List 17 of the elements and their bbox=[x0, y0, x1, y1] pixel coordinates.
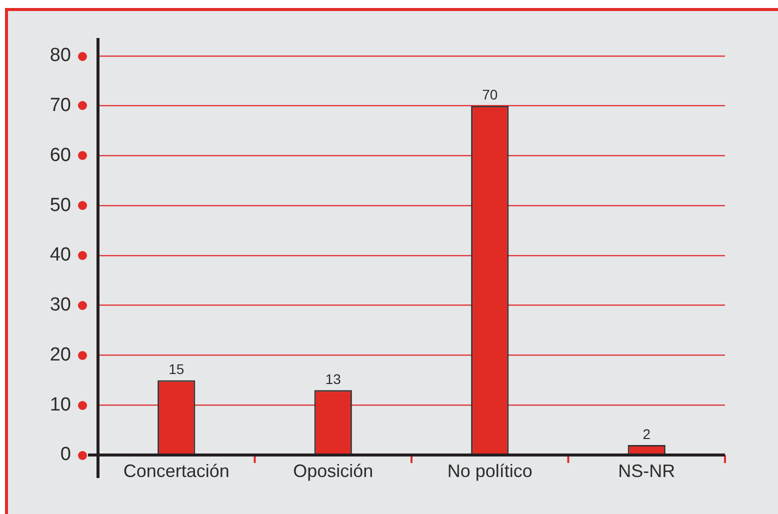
data-label: 13 bbox=[325, 371, 342, 388]
y-tick-label: 70 bbox=[50, 95, 71, 116]
y-tick-label: 80 bbox=[50, 45, 71, 66]
y-tick-label: 40 bbox=[50, 244, 71, 266]
y-tick-label: 50 bbox=[50, 194, 71, 216]
data-label: 2 bbox=[642, 426, 651, 442]
data-label: 15 bbox=[168, 361, 184, 378]
data-label: 70 bbox=[482, 86, 498, 103]
y-tick-label: 20 bbox=[50, 344, 71, 366]
x-tick-label: NS-NR bbox=[618, 460, 676, 481]
y-tick-label: 60 bbox=[50, 144, 71, 166]
y-tick-label: 30 bbox=[50, 294, 71, 316]
x-tick-label: Concertación bbox=[123, 460, 230, 481]
x-tick-label: No político bbox=[447, 460, 532, 481]
x-tick-label: Oposición bbox=[293, 460, 374, 481]
y-tick-label: 0 bbox=[60, 444, 71, 466]
y-tick-label: 10 bbox=[50, 394, 71, 416]
